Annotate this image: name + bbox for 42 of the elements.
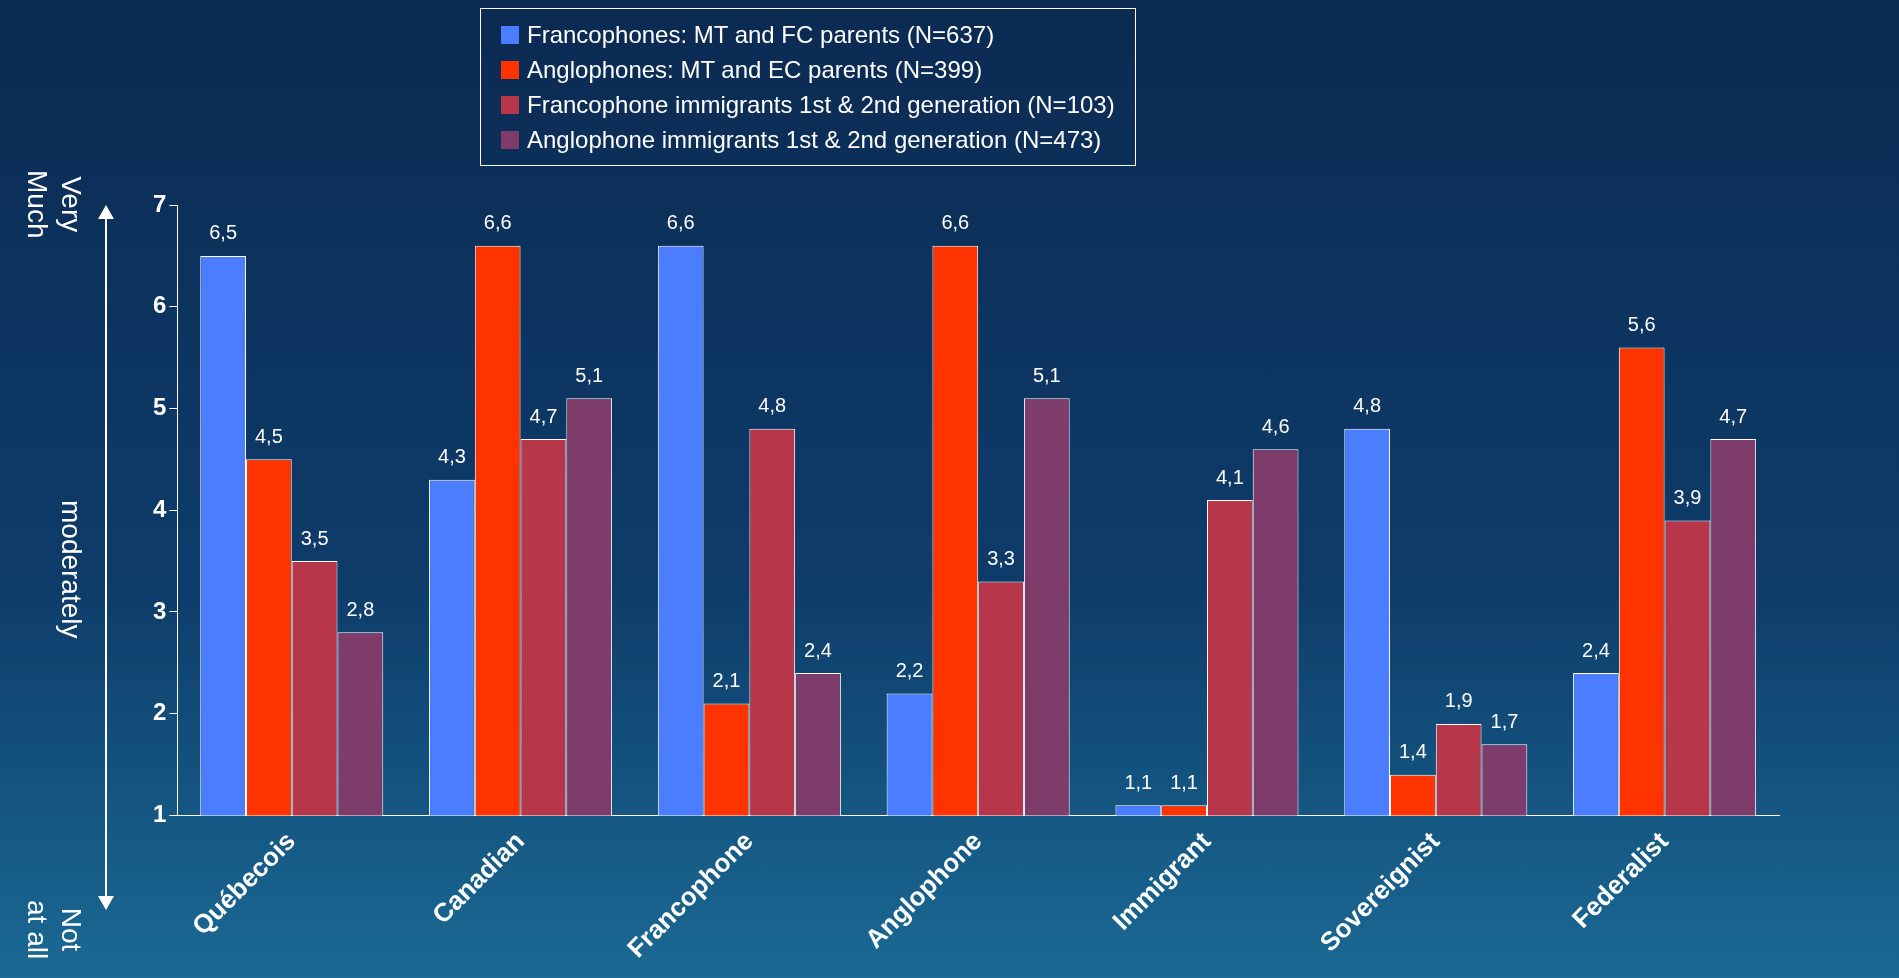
data-label: 4,6: [1261, 414, 1290, 437]
data-label: 4,5: [254, 424, 283, 447]
data-label: 1,9: [1444, 689, 1473, 712]
data-label: 1,1: [1170, 770, 1199, 793]
data-label: 5,6: [1627, 312, 1656, 335]
y-tick-label: 7: [152, 189, 167, 217]
data-label: 4,1: [1215, 465, 1244, 488]
data-label: 6,6: [483, 211, 512, 234]
data-label: 4,7: [1719, 404, 1748, 427]
legend-label: Anglophones: MT and EC parents (N=399): [527, 55, 983, 85]
data-label: 1,7: [1490, 709, 1519, 732]
text: Very Much: [21, 170, 88, 239]
legend-label: Francophone immigrants 1st & 2nd generation (N=103): [527, 90, 1115, 120]
data-label: 3,3: [987, 546, 1015, 569]
data-label: 5,1: [1032, 363, 1061, 386]
data-label: 2,2: [895, 658, 924, 681]
legend-label: Francophones: MT and FC parents (N=637): [527, 20, 995, 50]
data-label: 4,8: [1353, 394, 1382, 417]
data-label: 2,1: [712, 669, 741, 692]
legend-label: Anglophone immigrants 1st & 2nd generation (N=473): [527, 125, 1102, 155]
data-label: 3,9: [1673, 485, 1702, 508]
data-label: 4,3: [438, 445, 466, 468]
data-label: 6,6: [666, 211, 695, 234]
data-label: 1,1: [1124, 770, 1153, 793]
y-tick-label: 2: [152, 698, 167, 726]
data-label: 6,6: [941, 211, 970, 234]
data-label: 2,4: [804, 638, 832, 661]
y-tick-label: 1: [152, 800, 167, 828]
data-label: 1,4: [1399, 740, 1427, 763]
data-label: 4,8: [758, 394, 787, 417]
y-tick-label: 6: [152, 291, 167, 319]
y-tick-label: 4: [152, 494, 167, 522]
data-label: 2,8: [346, 597, 375, 620]
text: Not at all: [21, 900, 88, 960]
data-label: 2,4: [1582, 638, 1610, 661]
y-tick-label: 5: [152, 393, 167, 421]
data-label: 3,5: [300, 526, 329, 549]
data-label: 5,1: [575, 363, 604, 386]
text: moderately: [55, 500, 88, 639]
data-label: 4,7: [529, 404, 558, 427]
data-label: 6,5: [209, 221, 238, 244]
y-tick-label: 3: [152, 596, 167, 624]
